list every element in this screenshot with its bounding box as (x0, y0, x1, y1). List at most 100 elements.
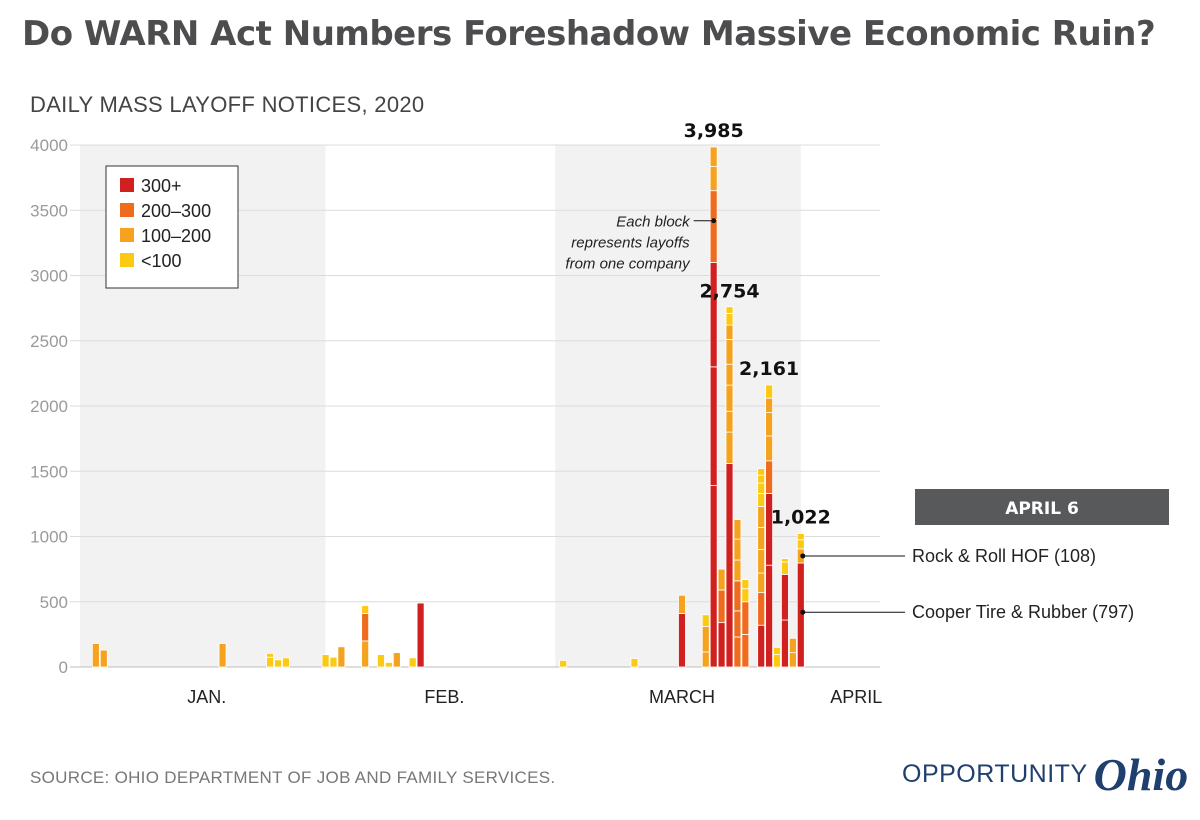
bar-block (725, 312, 734, 326)
bar-block (91, 643, 100, 668)
callout-banner (915, 489, 1169, 525)
y-tick-label: 4000 (30, 136, 68, 155)
bar-block (266, 656, 274, 668)
bar-block (709, 262, 718, 368)
bar-block (733, 610, 742, 638)
bar-block (757, 549, 766, 574)
y-tick-label: 0 (59, 658, 68, 677)
bar-block (282, 657, 290, 668)
bar-block (416, 602, 425, 668)
logo-script: Ohio (1093, 749, 1189, 800)
chart-title: Do WARN Act Numbers Foreshadow Massive E… (22, 14, 1156, 54)
total-label: 3,985 (684, 120, 744, 142)
bar-block (392, 652, 401, 668)
bar-block (630, 658, 639, 668)
bar-block (733, 519, 742, 540)
callout-label: Rock & Roll HOF (108) (912, 546, 1096, 566)
bar-block (361, 613, 370, 642)
callout-dot (800, 553, 806, 559)
bar-block (733, 636, 742, 668)
bar-block (725, 306, 734, 314)
bar-block (733, 559, 742, 582)
bar-block (757, 474, 766, 484)
bar-block (796, 539, 805, 550)
bar-block (788, 637, 797, 654)
bar-block (757, 493, 766, 507)
bar-block (329, 656, 338, 668)
bar-block (765, 397, 774, 413)
logo-word: OPPORTUNITY (902, 760, 1088, 788)
bar-block (725, 431, 734, 464)
bar-block (266, 652, 274, 658)
bar-block (385, 662, 393, 668)
month-label: MARCH (649, 687, 715, 707)
month-label: FEB. (424, 687, 464, 707)
bar-block (725, 410, 734, 433)
bar-block (337, 646, 346, 668)
block-note-line: Each block (616, 214, 691, 231)
source-note: SOURCE: OHIO DEPARTMENT OF JOB AND FAMIL… (30, 768, 556, 787)
callout-banner-title: APRIL 6 (1005, 499, 1079, 519)
bar-block (408, 657, 417, 668)
bar-block (709, 146, 718, 167)
bar-block (765, 412, 774, 437)
callout-label: Cooper Tire & Rubber (797) (912, 602, 1134, 622)
bar-block (741, 588, 750, 603)
bar-block (757, 624, 766, 668)
legend-swatch (120, 178, 134, 192)
bar-block (781, 561, 789, 575)
bar-block (218, 643, 227, 668)
y-tick-label: 500 (40, 593, 68, 612)
bar-block (733, 538, 742, 561)
bar-block (559, 660, 568, 668)
bar-block (765, 493, 774, 566)
y-tick-label: 3500 (30, 201, 68, 220)
bar-block (701, 651, 710, 668)
bar-block (765, 564, 774, 668)
bar-block (725, 339, 734, 365)
y-tick-label: 3000 (30, 267, 68, 286)
bar-block (725, 363, 734, 386)
bar-block (773, 647, 781, 656)
bar-block (321, 654, 330, 668)
chart-subtitle: DAILY MASS LAYOFF NOTICES, 2020 (30, 92, 425, 117)
total-label: 2,754 (699, 281, 759, 303)
bar-block (377, 654, 385, 668)
bar-block (796, 562, 805, 668)
legend-label: 300+ (141, 176, 182, 196)
y-tick-label: 1500 (30, 462, 68, 481)
bar-block (709, 166, 718, 192)
total-label: 1,022 (771, 507, 831, 529)
bar-block (725, 384, 734, 412)
bar-block (678, 613, 686, 668)
legend-swatch (120, 228, 134, 242)
bar-block (781, 573, 789, 621)
bar-block (701, 626, 710, 653)
bar-block (757, 592, 766, 626)
month-label: JAN. (187, 687, 226, 707)
y-tick-label: 1000 (30, 528, 68, 547)
bar-block (701, 614, 710, 627)
bar-block (725, 463, 734, 668)
bar-block (796, 533, 805, 541)
bar-block (741, 633, 750, 668)
bar-block (709, 366, 718, 487)
bar-block (678, 594, 686, 614)
bar-block (765, 384, 774, 399)
bar-block (757, 526, 766, 550)
y-tick-label: 2000 (30, 397, 68, 416)
legend-swatch (120, 253, 134, 267)
block-note-line: represents layoffs (571, 235, 690, 252)
month-label: APRIL (830, 687, 882, 707)
bar-block (717, 622, 726, 668)
bar-block (733, 580, 742, 612)
bar-block (788, 652, 797, 668)
bar-block (361, 605, 370, 614)
bar-block (717, 568, 726, 591)
bar-block (781, 619, 789, 668)
bar-block (765, 435, 774, 462)
total-label: 2,161 (739, 358, 799, 380)
bar-block (741, 601, 750, 635)
legend-label: 100–200 (141, 226, 211, 246)
